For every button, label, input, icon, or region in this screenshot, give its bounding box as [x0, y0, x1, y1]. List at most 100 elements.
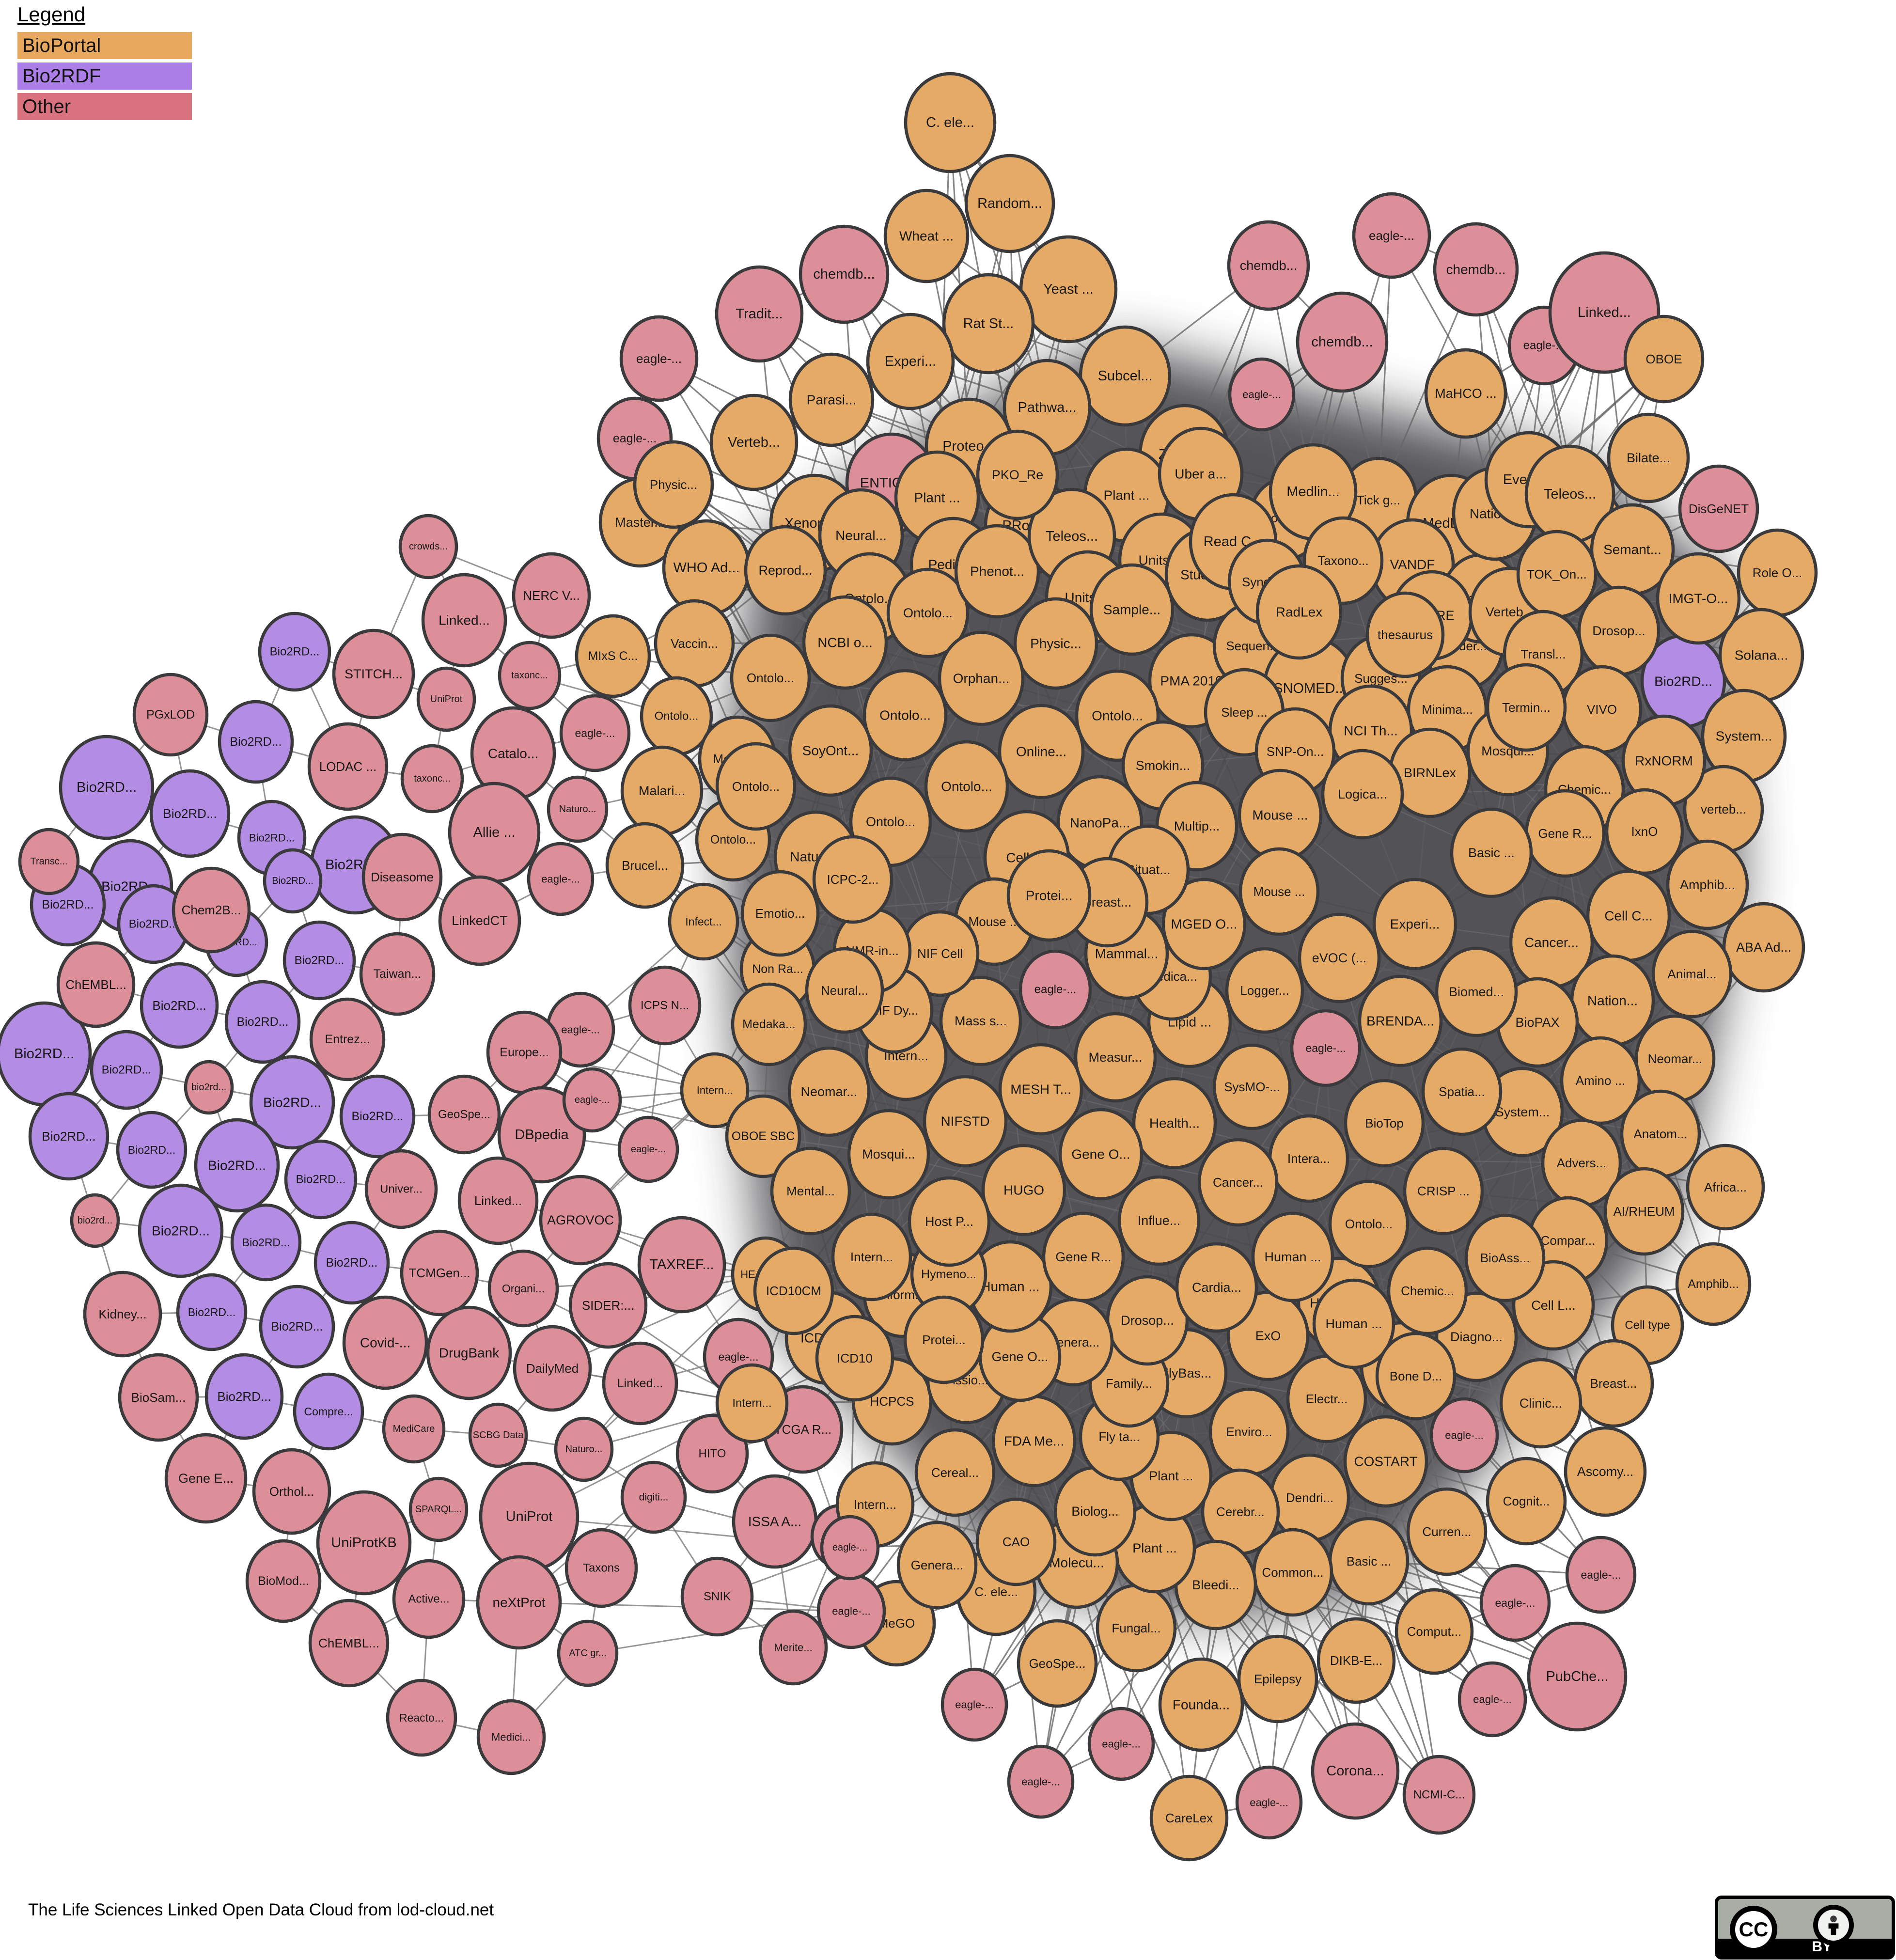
graph-node[interactable]: Entrez...	[309, 997, 386, 1082]
graph-node[interactable]: eagle-...	[816, 1573, 886, 1649]
graph-node[interactable]: Chem2B...	[172, 866, 251, 954]
graph-node[interactable]: UniProt	[479, 1461, 580, 1572]
graph-node[interactable]: Termin...	[1486, 663, 1567, 752]
graph-node[interactable]: Drosop...	[1577, 585, 1661, 676]
graph-node[interactable]: Phenot...	[954, 524, 1040, 619]
graph-node[interactable]: chemdb...	[1296, 291, 1389, 393]
graph-node[interactable]: Cardia...	[1175, 1242, 1258, 1333]
graph-node[interactable]: C. ele...	[904, 72, 997, 173]
graph-node[interactable]: ICPS N...	[628, 965, 702, 1046]
graph-node[interactable]: Cancer...	[1509, 896, 1594, 989]
graph-node[interactable]: Protei...	[903, 1295, 985, 1384]
graph-node[interactable]: Gene E...	[164, 1433, 248, 1524]
graph-node[interactable]: BioMod...	[245, 1539, 322, 1623]
cc-by-badge[interactable]: CC BY	[1715, 1896, 1895, 1960]
graph-node[interactable]: Corona...	[1311, 1722, 1400, 1820]
graph-node[interactable]: Physic...	[633, 440, 714, 529]
graph-node[interactable]: Cereal...	[914, 1428, 996, 1517]
graph-node[interactable]: Intern...	[680, 1052, 750, 1129]
graph-node[interactable]: Human ...	[1312, 1278, 1395, 1369]
graph-node[interactable]: BioTop	[1344, 1079, 1425, 1168]
graph-node[interactable]: Anatom...	[1620, 1089, 1701, 1178]
graph-node[interactable]: eagle-...	[820, 1515, 880, 1581]
graph-node[interactable]: digiti...	[620, 1460, 687, 1534]
graph-node[interactable]: Mouse ...	[1238, 768, 1323, 862]
graph-node[interactable]: Intern...	[715, 1363, 789, 1443]
graph-node[interactable]: Mosqui...	[847, 1109, 930, 1200]
graph-node[interactable]: Parasi...	[788, 352, 875, 447]
graph-node[interactable]: Bio2RD...	[258, 612, 331, 692]
graph-node[interactable]: eagle-...	[703, 1317, 774, 1396]
graph-node[interactable]: Ontolo...	[730, 633, 811, 722]
graph-node[interactable]: UniProtKB	[316, 1490, 412, 1596]
graph-node[interactable]: Medaka...	[731, 982, 807, 1066]
graph-node[interactable]: MediCare	[382, 1394, 446, 1464]
graph-node[interactable]: Bio2RD...	[28, 1092, 110, 1181]
graph-node[interactable]: Electr...	[1286, 1354, 1367, 1443]
graph-node[interactable]: Transc...	[18, 828, 80, 895]
graph-node[interactable]: NERC V...	[512, 552, 591, 639]
graph-node[interactable]: Bio2RD...	[194, 1118, 280, 1213]
graph-node[interactable]: GeoSpe...	[427, 1074, 501, 1155]
graph-node[interactable]: bio2rd...	[184, 1060, 234, 1115]
graph-node[interactable]: Amino ...	[1560, 1036, 1641, 1125]
graph-node[interactable]: Semant...	[1590, 503, 1675, 596]
graph-node[interactable]: Bio2RD...	[339, 1074, 416, 1159]
graph-node[interactable]: Kidney...	[83, 1270, 162, 1358]
graph-node[interactable]: ATC gr...	[557, 1619, 619, 1687]
graph-node[interactable]: ICD10	[815, 1315, 894, 1402]
graph-node[interactable]: NCBI o...	[802, 595, 888, 690]
graph-node[interactable]: Spatia...	[1421, 1047, 1503, 1136]
graph-node[interactable]: SoyOnt...	[788, 704, 873, 797]
graph-node[interactable]: COSTART	[1343, 1415, 1428, 1508]
graph-node[interactable]: Mass s...	[939, 975, 1022, 1066]
graph-node[interactable]: Orthol...	[252, 1448, 331, 1535]
graph-node[interactable]: Role O...	[1737, 528, 1818, 617]
graph-node[interactable]: Ontolo...	[1328, 1179, 1410, 1269]
graph-node[interactable]: Ascomy...	[1564, 1426, 1647, 1517]
graph-node[interactable]: Allie ...	[448, 782, 541, 883]
graph-node[interactable]: GeoSpe...	[1017, 1619, 1098, 1708]
graph-node[interactable]: FDA Me...	[991, 1395, 1077, 1488]
graph-node[interactable]: Ontolo...	[715, 742, 797, 831]
graph-node[interactable]: Comput...	[1395, 1588, 1474, 1675]
graph-node[interactable]: Naturo...	[554, 1416, 614, 1482]
graph-node[interactable]: Experi...	[866, 313, 955, 410]
graph-node[interactable]: Host P...	[908, 1176, 991, 1267]
graph-node[interactable]: Breast...	[1573, 1339, 1654, 1428]
graph-node[interactable]: Bio2RD...	[282, 920, 356, 1001]
graph-node[interactable]: HUGO	[981, 1144, 1066, 1237]
graph-node[interactable]: eagle-...	[1290, 1009, 1362, 1087]
graph-node[interactable]: Bilate...	[1607, 412, 1690, 503]
graph-node[interactable]: bio2rd...	[70, 1193, 120, 1248]
graph-node[interactable]: Bio2RD...	[313, 1221, 390, 1305]
graph-node[interactable]: Ontolo...	[886, 567, 970, 659]
graph-node[interactable]: crowds...	[398, 514, 458, 580]
graph-node[interactable]: Gene R...	[1042, 1211, 1125, 1302]
graph-node[interactable]: Epilepsy	[1237, 1634, 1318, 1724]
graph-node[interactable]: Vaccin...	[654, 599, 735, 688]
graph-node[interactable]: NIF Cell	[900, 910, 980, 997]
graph-node[interactable]: Bio2RD...	[140, 962, 219, 1049]
graph-node[interactable]: taxonc...	[498, 641, 562, 710]
graph-node[interactable]: Bio2RD...	[116, 1111, 188, 1189]
graph-node[interactable]: Influe...	[1117, 1175, 1201, 1266]
graph-node[interactable]: Common...	[1252, 1528, 1333, 1617]
graph-node[interactable]: Solana...	[1718, 608, 1804, 703]
graph-node[interactable]: eagle-...	[940, 1667, 1008, 1742]
graph-node[interactable]: Bio2RD...	[259, 1285, 335, 1369]
graph-node[interactable]: IxnO	[1605, 788, 1684, 875]
graph-node[interactable]: Infect...	[668, 882, 739, 961]
graph-node[interactable]: Bio2RD...	[224, 980, 301, 1064]
graph-node[interactable]: WHO Ad...	[662, 519, 751, 617]
graph-node[interactable]: Experi...	[1372, 878, 1457, 971]
graph-node[interactable]: Neomar...	[787, 1046, 871, 1137]
graph-node[interactable]: Linked...	[602, 1341, 678, 1426]
graph-node[interactable]: eagle-...	[1479, 1564, 1551, 1642]
graph-node[interactable]: LinkedCT	[438, 875, 521, 966]
graph-node[interactable]: eagle-...	[527, 842, 595, 916]
graph-node[interactable]: Verteb...	[709, 393, 799, 491]
graph-node[interactable]: STITCH...	[332, 628, 415, 720]
graph-node[interactable]: Amphib...	[1666, 839, 1749, 930]
graph-node[interactable]: Subcel...	[1079, 325, 1172, 427]
